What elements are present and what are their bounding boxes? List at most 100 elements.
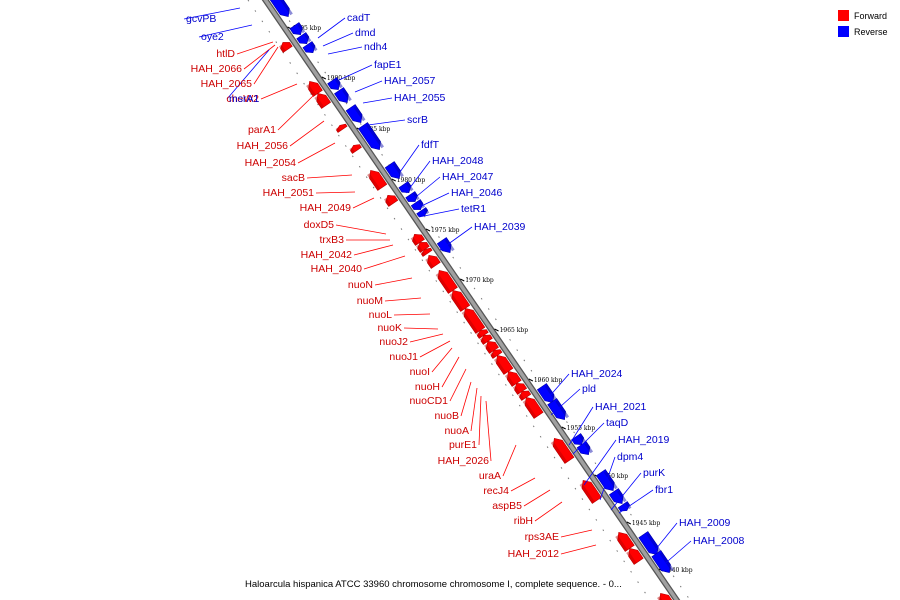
gene-feature-HAH_2019[interactable] <box>595 469 618 491</box>
gene-label[interactable]: parA1 <box>248 124 276 136</box>
gene-label[interactable]: fapE1 <box>374 59 402 71</box>
gene-label[interactable]: nuoK <box>377 322 402 334</box>
gene-label-group[interactable]: nuoJ1 <box>389 351 418 363</box>
gene-label-group[interactable]: HAH_2065 <box>201 78 253 90</box>
gene-feature-HAH_2046[interactable] <box>410 199 426 210</box>
gene-feature-pld[interactable] <box>547 398 570 420</box>
gene-label-group[interactable]: tetR1 <box>461 203 486 215</box>
gene-feature-cadT[interactable] <box>289 22 306 35</box>
gene-label-group[interactable]: purE1 <box>449 439 477 451</box>
gene-feature-nuoN[interactable] <box>435 270 458 294</box>
gene-label-group[interactable]: fapE1 <box>374 59 402 71</box>
gene-label-group[interactable]: pld <box>582 383 596 395</box>
gene-label[interactable]: HAH_2047 <box>442 171 494 183</box>
gene-label[interactable]: HAH_2065 <box>201 78 253 90</box>
gene-label[interactable]: dmd <box>355 27 376 39</box>
gene-feature-gcvPB[interactable] <box>269 0 293 17</box>
gene-label[interactable]: nuoH <box>415 381 440 393</box>
gene-feature-cheW2[interactable] <box>306 81 323 97</box>
gene-label[interactable]: HAH_2049 <box>300 202 352 214</box>
gene-label-group[interactable]: nuoH <box>415 381 440 393</box>
gene-label-group[interactable]: nuoB <box>434 410 459 422</box>
gene-feature-HAH_2056[interactable] <box>335 123 348 133</box>
gene-label[interactable]: HAH_2039 <box>474 221 526 233</box>
gene-label[interactable]: oye2 <box>201 31 224 43</box>
gene-label[interactable]: HAH_2040 <box>311 263 363 275</box>
gene-feature-HAH_2012[interactable] <box>626 548 644 565</box>
gene-label-group[interactable]: aspB5 <box>492 500 522 512</box>
gene-label-group[interactable]: HAH_2048 <box>432 155 484 167</box>
gene-feature-HAH_2054[interactable] <box>349 144 362 154</box>
gene-label-group[interactable]: msrA1 <box>229 93 259 105</box>
gene-label-group[interactable]: fdfT <box>421 139 440 151</box>
gene-label[interactable]: HAH_2048 <box>432 155 484 167</box>
gene-label[interactable]: HAH_2054 <box>245 157 297 169</box>
gene-label[interactable]: HAH_2024 <box>571 368 623 380</box>
gene-feature-nuoL[interactable] <box>461 308 486 334</box>
gene-label-group[interactable]: nuoA <box>444 425 469 437</box>
gene-feature-scrB2[interactable] <box>358 122 384 150</box>
gene-label[interactable]: taqD <box>606 417 629 429</box>
gene-label-group[interactable]: cheW2 <box>226 93 259 105</box>
gene-feature-HAH_2042[interactable] <box>420 247 433 257</box>
gene-feature-fdfT[interactable] <box>384 161 404 179</box>
gene-feature-nuoA[interactable] <box>518 390 532 401</box>
gene-label[interactable]: HAH_2042 <box>301 249 353 261</box>
gene-feature-scrB[interactable] <box>345 104 366 123</box>
gene-label[interactable]: nuoCD1 <box>409 395 448 407</box>
gene-label-group[interactable]: parA1 <box>248 124 276 136</box>
gene-label[interactable]: doxD5 <box>304 219 335 231</box>
gene-label-group[interactable]: HAH_2066 <box>191 63 243 75</box>
gene-label[interactable]: recJ4 <box>483 485 509 497</box>
gene-label[interactable]: HAH_2019 <box>618 434 670 446</box>
gene-label-group[interactable]: HAH_2009 <box>679 517 731 529</box>
gene-feature-nuoJ1[interactable] <box>484 341 499 354</box>
gene-label-group[interactable]: trxB3 <box>319 234 344 246</box>
gene-feature-nuoH[interactable] <box>493 355 514 375</box>
gene-label[interactable]: fbr1 <box>655 484 673 496</box>
gene-label-group[interactable]: oye2 <box>201 31 224 43</box>
gene-feature-purK[interactable] <box>617 501 632 512</box>
gene-feature-tetR1[interactable] <box>416 207 430 217</box>
gene-label-group[interactable]: HAH_2040 <box>311 263 363 275</box>
gene-label[interactable]: nuoA <box>444 425 469 437</box>
gene-feature-HAH_2009[interactable] <box>638 531 662 555</box>
gene-label-group[interactable]: HAH_2021 <box>595 401 647 413</box>
gene-feature-HAH_2051[interactable] <box>383 195 399 207</box>
gene-feature-nuoB[interactable] <box>512 383 528 395</box>
gene-label-group[interactable]: HAH_2026 <box>438 455 490 467</box>
gene-label[interactable]: rps3AE <box>525 531 559 543</box>
gene-label-group[interactable]: nuoM <box>357 295 383 307</box>
gene-label[interactable]: nuoI <box>410 366 430 378</box>
gene-feature-nuoJ2[interactable] <box>479 334 493 345</box>
gene-label-group[interactable]: dpm4 <box>617 451 643 463</box>
gene-label[interactable]: gcvPB <box>186 13 216 25</box>
gene-feature-trxB3[interactable] <box>416 242 430 253</box>
gene-label[interactable]: aspB5 <box>492 500 522 512</box>
gene-label-group[interactable]: HAH_2054 <box>245 157 297 169</box>
gene-label[interactable]: nuoN <box>348 279 373 291</box>
gene-feature-uraA[interactable] <box>550 438 575 464</box>
gene-label-group[interactable]: HAH_2057 <box>384 75 436 87</box>
gene-label-group[interactable]: HAH_2039 <box>474 221 526 233</box>
gene-feature-HAH_2024[interactable] <box>536 383 558 403</box>
gene-label-group[interactable]: nuoJ2 <box>379 336 408 348</box>
gene-label-group[interactable]: HAH_2042 <box>301 249 353 261</box>
gene-label-group[interactable]: HAH_2012 <box>508 548 560 560</box>
gene-label[interactable]: htlD <box>216 48 235 60</box>
gene-label[interactable]: HAH_2009 <box>679 517 731 529</box>
gene-feature-sacB[interactable] <box>367 170 388 191</box>
gene-label[interactable]: scrB <box>407 114 428 126</box>
gene-label[interactable]: uraA <box>479 470 501 482</box>
gene-label-group[interactable]: recJ4 <box>483 485 509 497</box>
gene-feature-doxD5[interactable] <box>410 234 425 246</box>
gene-feature-nuoCD1[interactable] <box>504 371 522 387</box>
gene-label-group[interactable]: uraA <box>479 470 501 482</box>
gene-label[interactable]: HAH_2051 <box>263 187 315 199</box>
gene-label-group[interactable]: nuoCD1 <box>409 395 448 407</box>
gene-label-group[interactable]: HAH_2049 <box>300 202 352 214</box>
gene-label-group[interactable]: HAH_2056 <box>237 140 289 152</box>
gene-label-group[interactable]: nuoL <box>369 309 393 321</box>
gene-feature-tail[interactable] <box>657 593 675 600</box>
gene-label-group[interactable]: HAH_2008 <box>693 535 745 547</box>
